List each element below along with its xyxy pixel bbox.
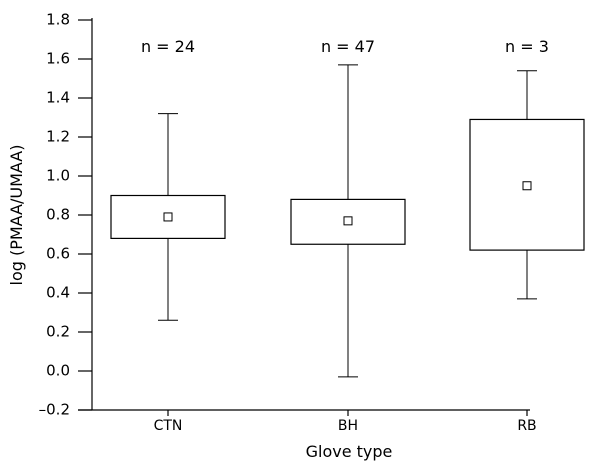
x-axis-ticks: CTN BH RB [154, 410, 537, 434]
box-group-ctn: n = 24 [110, 37, 226, 321]
y-tick-label: 1.4 [46, 89, 70, 107]
x-axis-title: Glove type [306, 442, 393, 461]
y-tick-label: 1.2 [46, 128, 70, 146]
y-axis-title: log (PMAA/UMAA) [7, 145, 26, 286]
n-label: n = 24 [141, 37, 195, 56]
y-tick-label: 0.4 [46, 284, 70, 302]
y-tick-label: –0.2 [39, 401, 70, 419]
y-tick-label: 0.8 [46, 206, 70, 224]
y-axis-ticks: –0.2 0.0 0.2 0.4 0.6 0.8 1.0 1.2 1.4 1.6 1.8 [39, 11, 92, 419]
y-tick-label: 1.0 [46, 167, 70, 185]
y-tick-label: 1.8 [46, 11, 70, 29]
mean-marker [163, 212, 173, 222]
y-tick-label: 0.2 [46, 323, 70, 341]
mean-marker [343, 216, 353, 226]
x-tick-label: CTN [154, 418, 183, 434]
box-groups: n = 24 n = 47 n = 3 [110, 37, 585, 378]
y-tick-label: 1.6 [46, 50, 70, 68]
mean-marker [522, 181, 532, 191]
x-tick-label: BH [338, 418, 358, 434]
y-tick-label: 0.6 [46, 245, 70, 263]
n-label: n = 3 [505, 37, 549, 56]
y-tick-label: 0.0 [46, 362, 70, 380]
n-label: n = 47 [321, 37, 375, 56]
box-group-rb: n = 3 [469, 37, 585, 300]
box-group-bh: n = 47 [290, 37, 406, 378]
iqr-box [290, 198, 406, 245]
x-tick-label: RB [517, 418, 536, 434]
